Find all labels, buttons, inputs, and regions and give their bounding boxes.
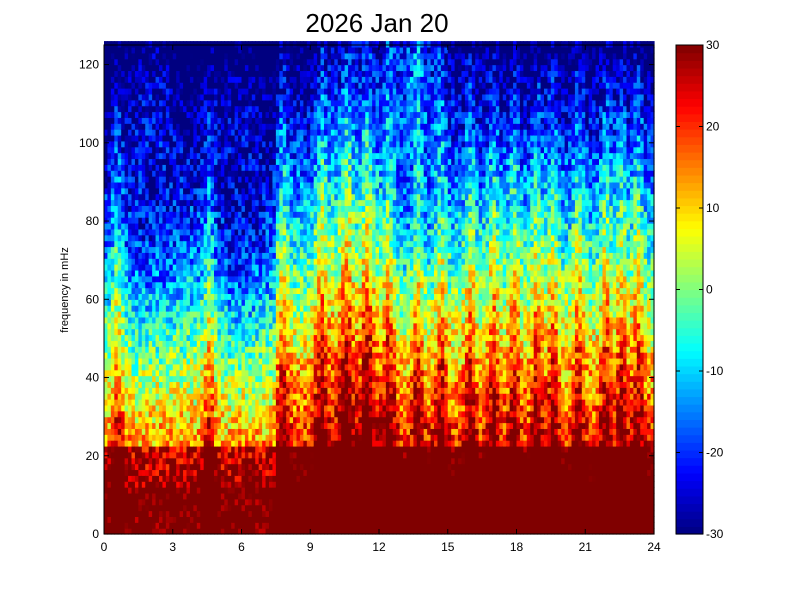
colorbar-step (676, 136, 703, 145)
colorbar-step (676, 190, 703, 199)
colorbar-step (676, 113, 703, 123)
colorbar-tick-label: 10 (706, 201, 720, 215)
colorbar-step (676, 404, 703, 413)
colorbar-step (676, 365, 703, 375)
y-tick-label: 120 (79, 58, 99, 72)
colorbar-step (676, 350, 703, 359)
colorbar-step (676, 342, 703, 352)
colorbar-step (676, 67, 703, 77)
colorbar-step (676, 511, 703, 520)
colorbar-step (676, 228, 703, 237)
colorbar-step (676, 60, 703, 69)
x-tick-label: 15 (441, 540, 455, 554)
colorbar-step (676, 197, 703, 207)
colorbar-step (676, 174, 703, 184)
colorbar-tick-label: 0 (706, 283, 713, 297)
colorbar (676, 45, 703, 535)
colorbar-step (676, 289, 703, 298)
x-tick-label: 0 (101, 540, 108, 554)
y-tick-label: 100 (79, 136, 99, 150)
colorbar-step (676, 480, 703, 489)
colorbar-step (676, 327, 703, 336)
colorbar-step (676, 396, 703, 405)
colorbar-tick-label: -30 (706, 527, 724, 541)
colorbar-step (676, 83, 703, 92)
colorbar-step (676, 274, 703, 283)
colorbar-step (676, 320, 703, 329)
colorbar-step (676, 236, 703, 245)
heatmap-cells (104, 41, 655, 535)
colorbar-step (676, 243, 703, 252)
colorbar-step (676, 167, 703, 176)
colorbar-tick-label: 30 (706, 38, 720, 52)
colorbar-step (676, 457, 703, 466)
x-tick-label: 9 (307, 540, 314, 554)
y-tick-label: 80 (86, 214, 100, 228)
colorbar-step (676, 297, 703, 306)
colorbar-step (676, 373, 703, 382)
colorbar-step (676, 98, 703, 107)
y-tick-label: 40 (86, 371, 100, 385)
colorbar-tick-label: 20 (706, 120, 720, 134)
x-tick-label: 18 (510, 540, 524, 554)
colorbar-step (676, 518, 703, 527)
colorbar-step (676, 472, 703, 482)
colorbar-step (676, 358, 703, 367)
colorbar-step (676, 465, 703, 474)
colorbar-step (676, 304, 703, 314)
colorbar-tick-label: -10 (706, 364, 724, 378)
chart-title: 2026 Jan 20 (305, 8, 448, 38)
colorbar-step (676, 411, 703, 420)
colorbar-step (676, 220, 703, 229)
colorbar-step (676, 213, 703, 222)
colorbar-step (676, 335, 703, 344)
y-tick-label: 60 (86, 292, 100, 306)
x-tick-label: 3 (169, 540, 176, 554)
y-axis: 0 20 40 60 80 100 120 (79, 58, 654, 541)
colorbar-step (676, 388, 703, 398)
y-tick-label: 20 (86, 449, 100, 463)
colorbar-step (676, 442, 703, 451)
x-tick-label: 12 (372, 540, 386, 554)
colorbar-step (676, 106, 703, 115)
colorbar-step (676, 495, 703, 505)
colorbar-step (676, 159, 703, 168)
colorbar-step (676, 45, 703, 54)
x-axis: 0 3 6 9 12 15 18 21 24 (101, 45, 661, 554)
colorbar-step (676, 144, 703, 153)
x-tick-label: 21 (579, 540, 593, 554)
colorbar-step (676, 266, 703, 275)
colorbar-step (676, 251, 703, 260)
colorbar-step (676, 151, 703, 161)
colorbar-step (676, 205, 703, 214)
colorbar-step (676, 281, 703, 291)
colorbar-step (676, 312, 703, 321)
x-tick-label: 24 (647, 540, 661, 554)
colorbar-step (676, 419, 703, 428)
colorbar-axis: -30 -20 -10 0 10 20 30 (676, 38, 724, 541)
colorbar-step (676, 182, 703, 191)
colorbar-step (676, 75, 703, 84)
colorbar-step (676, 427, 703, 436)
y-tick-label: 0 (92, 527, 99, 541)
colorbar-step (676, 121, 703, 130)
colorbar-tick-label: -20 (706, 446, 724, 460)
x-tick-label: 6 (238, 540, 245, 554)
colorbar-step (676, 52, 703, 61)
colorbar-step (676, 381, 703, 390)
colorbar-step (676, 434, 703, 443)
colorbar-step (676, 526, 703, 535)
colorbar-step (676, 503, 703, 512)
colorbar-step (676, 90, 703, 100)
colorbar-step (676, 258, 703, 268)
colorbar-step (676, 449, 703, 459)
colorbar-step (676, 129, 703, 138)
colorbar-step (676, 488, 703, 497)
y-axis-label: frequency in mHz (59, 247, 71, 333)
